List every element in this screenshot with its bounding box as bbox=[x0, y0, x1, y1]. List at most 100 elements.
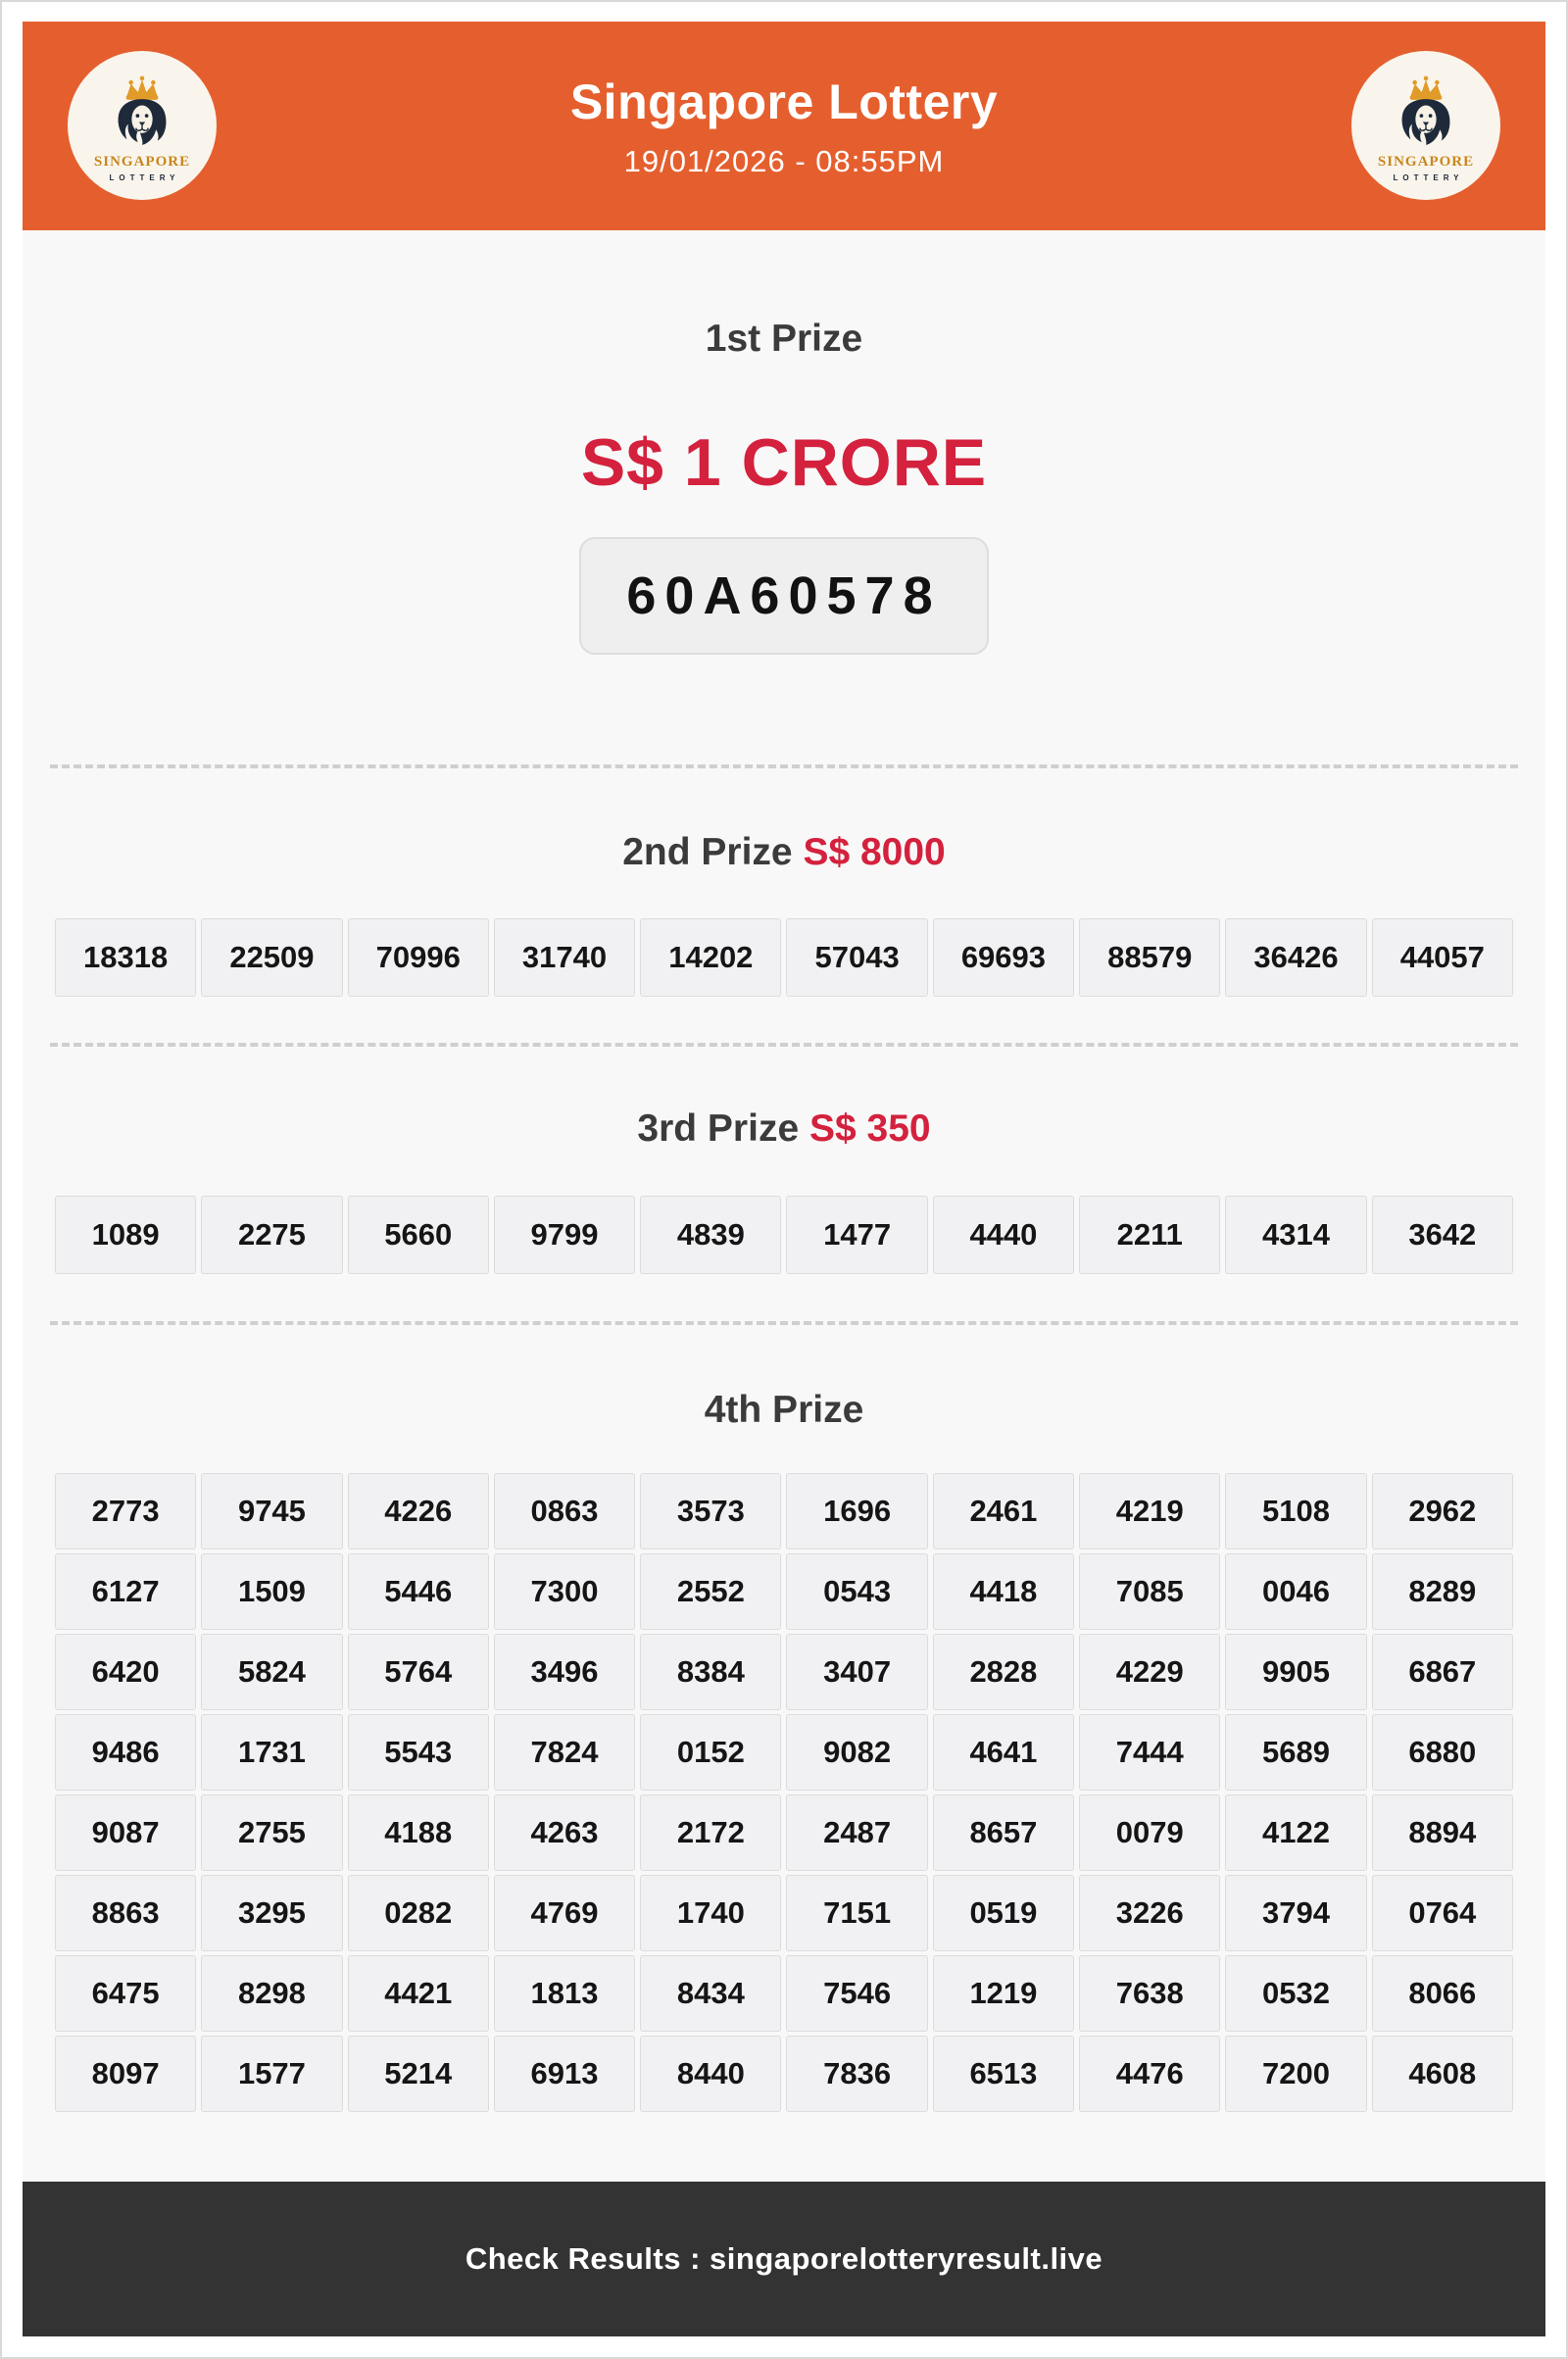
number-cell: 0152 bbox=[640, 1714, 782, 1791]
prize-row: 9087 2755 4188 4263 2172 2487 8657 0079 4122 8894 bbox=[55, 1794, 1513, 1871]
number-cell: 0543 bbox=[786, 1553, 928, 1630]
number-cell: 0046 bbox=[1225, 1553, 1367, 1630]
number-cell: 36426 bbox=[1225, 918, 1367, 997]
number-cell: 7444 bbox=[1079, 1714, 1221, 1791]
number-cell: 9905 bbox=[1225, 1634, 1367, 1710]
results-body: 1st Prize S$ 1 CRORE 60A60578 2nd Prize … bbox=[23, 230, 1545, 2112]
number-cell: 1696 bbox=[786, 1473, 928, 1549]
number-cell: 7546 bbox=[786, 1955, 928, 2032]
number-cell: 0282 bbox=[347, 1875, 489, 1951]
page-title: Singapore Lottery bbox=[569, 74, 999, 129]
number-cell: 0519 bbox=[932, 1875, 1075, 1951]
number-cell: 6127 bbox=[55, 1553, 197, 1630]
number-cell: 1813 bbox=[493, 1955, 636, 2032]
third-prize-label: 3rd Prize bbox=[637, 1107, 800, 1150]
number-cell: 8097 bbox=[55, 2036, 197, 2112]
number-cell: 5446 bbox=[347, 1553, 489, 1630]
prize-row: 6127 1509 5446 7300 2552 0543 4418 7085 0046 8289 bbox=[55, 1553, 1513, 1630]
logo-wordmark: SINGAPORE bbox=[93, 153, 191, 170]
number-cell: 7824 bbox=[493, 1714, 636, 1791]
number-cell: 8863 bbox=[55, 1875, 197, 1951]
number-cell: 8066 bbox=[1371, 1955, 1513, 2032]
first-prize-amount: S$ 1 CRORE bbox=[580, 425, 988, 500]
first-prize-number: 60A60578 bbox=[579, 537, 989, 655]
number-cell: 7638 bbox=[1079, 1955, 1221, 2032]
number-cell: 3794 bbox=[1225, 1875, 1367, 1951]
number-cell: 5764 bbox=[347, 1634, 489, 1710]
number-cell: 4219 bbox=[1079, 1473, 1221, 1549]
number-cell: 6513 bbox=[932, 2036, 1075, 2112]
number-cell: 8434 bbox=[640, 1955, 782, 2032]
number-cell: 2755 bbox=[201, 1794, 343, 1871]
number-cell: 7300 bbox=[493, 1553, 636, 1630]
number-cell: 1089 bbox=[55, 1196, 197, 1274]
number-cell: 9745 bbox=[201, 1473, 343, 1549]
fourth-prize-heading: 4th Prize bbox=[704, 1389, 864, 1431]
number-cell: 2487 bbox=[786, 1794, 928, 1871]
second-prize-amount: S$ 8000 bbox=[803, 831, 946, 873]
brand-logo-left: SINGAPORE LOTTERY bbox=[68, 51, 217, 200]
number-cell: 2211 bbox=[1079, 1196, 1221, 1274]
number-cell: 0764 bbox=[1371, 1875, 1513, 1951]
prize-row: 6475 8298 4421 1813 8434 7546 1219 7638 0532 8066 bbox=[55, 1955, 1513, 2032]
number-cell: 6475 bbox=[55, 1955, 197, 2032]
number-cell: 9486 bbox=[55, 1714, 197, 1791]
number-cell: 4314 bbox=[1225, 1196, 1367, 1274]
number-cell: 4122 bbox=[1225, 1794, 1367, 1871]
dashed-divider bbox=[50, 1043, 1518, 1047]
number-cell: 0532 bbox=[1225, 1955, 1367, 2032]
number-cell: 3496 bbox=[493, 1634, 636, 1710]
number-cell: 2275 bbox=[201, 1196, 343, 1274]
number-cell: 4641 bbox=[932, 1714, 1075, 1791]
prize-row: 8863 3295 0282 4769 1740 7151 0519 3226 3794 0764 bbox=[55, 1875, 1513, 1951]
logo-subtitle: LOTTERY bbox=[1393, 172, 1464, 182]
second-prize-label: 2nd Prize bbox=[622, 831, 793, 873]
third-prize-amount: S$ 350 bbox=[808, 1107, 931, 1150]
footer: Check Results : singaporelotteryresult.l… bbox=[23, 2182, 1545, 2336]
brand-logo-right: SINGAPORE LOTTERY bbox=[1351, 51, 1500, 200]
number-cell: 8657 bbox=[932, 1794, 1075, 1871]
prize-row: 6420 5824 5764 3496 8384 3407 2828 4229 9905 6867 bbox=[55, 1634, 1513, 1710]
number-cell: 5543 bbox=[347, 1714, 489, 1791]
header: SINGAPORE LOTTERY Singapore Lottery 19/0… bbox=[23, 22, 1545, 230]
number-cell: 3295 bbox=[201, 1875, 343, 1951]
number-cell: 1477 bbox=[786, 1196, 928, 1274]
number-cell: 2962 bbox=[1371, 1473, 1513, 1549]
second-prize-row: 18318 22509 70996 31740 14202 57043 69693 88579… bbox=[55, 918, 1513, 997]
logo-subtitle: LOTTERY bbox=[109, 172, 180, 182]
number-cell: 2773 bbox=[55, 1473, 197, 1549]
prize-row: 9486 1731 5543 7824 0152 9082 4641 7444 5689 6880 bbox=[55, 1714, 1513, 1791]
number-cell: 8440 bbox=[640, 2036, 782, 2112]
number-cell: 4229 bbox=[1079, 1634, 1221, 1710]
number-cell: 57043 bbox=[786, 918, 928, 997]
number-cell: 8298 bbox=[201, 1955, 343, 2032]
number-cell: 1219 bbox=[932, 1955, 1075, 2032]
first-prize-heading: 1st Prize bbox=[705, 318, 863, 360]
number-cell: 88579 bbox=[1079, 918, 1221, 997]
number-cell: 4769 bbox=[493, 1875, 636, 1951]
number-cell: 3407 bbox=[786, 1634, 928, 1710]
check-results-text: Check Results : singaporelotteryresult.l… bbox=[465, 2241, 1103, 2276]
number-cell: 1740 bbox=[640, 1875, 782, 1951]
dashed-divider bbox=[50, 764, 1518, 768]
number-cell: 0079 bbox=[1079, 1794, 1221, 1871]
number-cell: 4476 bbox=[1079, 2036, 1221, 2112]
number-cell: 3226 bbox=[1079, 1875, 1221, 1951]
number-cell: 7085 bbox=[1079, 1553, 1221, 1630]
number-cell: 44057 bbox=[1371, 918, 1513, 997]
number-cell: 4263 bbox=[493, 1794, 636, 1871]
number-cell: 7200 bbox=[1225, 2036, 1367, 2112]
number-cell: 2172 bbox=[640, 1794, 782, 1871]
number-cell: 9087 bbox=[55, 1794, 197, 1871]
lion-crown-icon bbox=[118, 75, 167, 145]
number-cell: 6913 bbox=[493, 2036, 636, 2112]
number-cell: 6867 bbox=[1371, 1634, 1513, 1710]
number-cell: 5824 bbox=[201, 1634, 343, 1710]
number-cell: 8384 bbox=[640, 1634, 782, 1710]
number-cell: 1731 bbox=[201, 1714, 343, 1791]
number-cell: 2552 bbox=[640, 1553, 782, 1630]
logo-wordmark: SINGAPORE bbox=[1377, 153, 1475, 170]
dashed-divider bbox=[50, 1321, 1518, 1325]
number-cell: 6420 bbox=[55, 1634, 197, 1710]
